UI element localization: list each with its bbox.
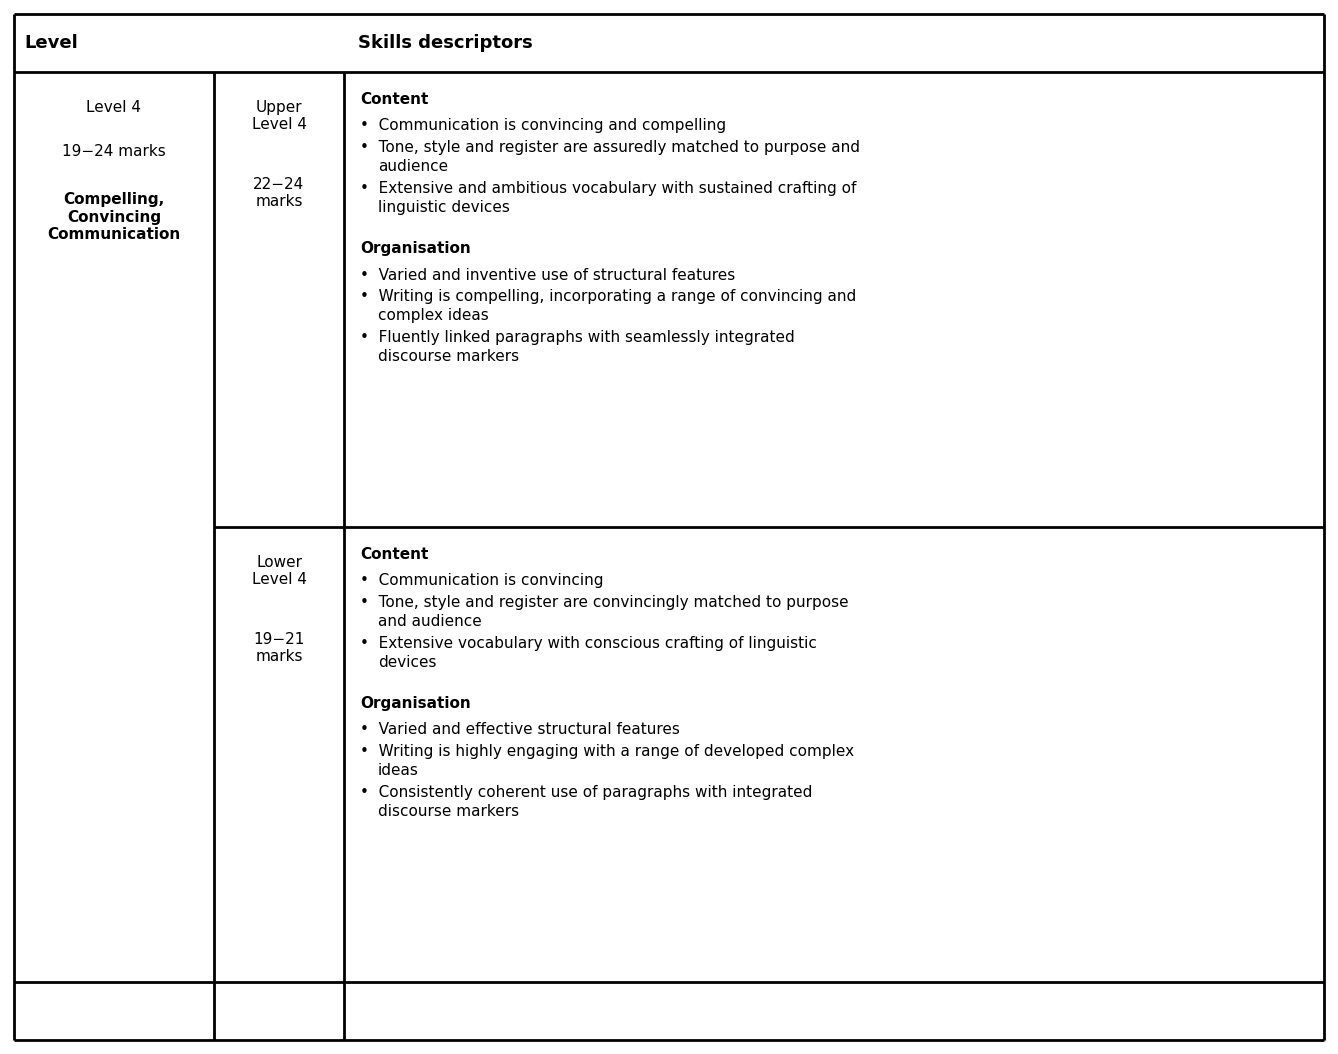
Text: Content: Content — [360, 547, 428, 562]
Text: 22−24
marks: 22−24 marks — [253, 177, 305, 210]
Text: audience: audience — [379, 159, 448, 174]
Text: Compelling,
Convincing
Communication: Compelling, Convincing Communication — [47, 193, 181, 242]
Text: Organisation: Organisation — [360, 241, 471, 256]
Text: Lower
Level 4: Lower Level 4 — [252, 555, 306, 587]
Text: Skills descriptors: Skills descriptors — [359, 34, 533, 52]
Text: •  Writing is compelling, incorporating a range of convincing and: • Writing is compelling, incorporating a… — [360, 289, 856, 304]
Text: Level 4: Level 4 — [87, 100, 142, 115]
Text: discourse markers: discourse markers — [379, 804, 519, 819]
Text: •  Writing is highly engaging with a range of developed complex: • Writing is highly engaging with a rang… — [360, 744, 854, 759]
Text: and audience: and audience — [379, 614, 482, 629]
Text: •  Varied and effective structural features: • Varied and effective structural featur… — [360, 722, 680, 738]
Text: •  Tone, style and register are convincingly matched to purpose: • Tone, style and register are convincin… — [360, 594, 848, 610]
Text: 19−21
marks: 19−21 marks — [253, 632, 305, 664]
Text: •  Consistently coherent use of paragraphs with integrated: • Consistently coherent use of paragraph… — [360, 785, 812, 800]
Text: •  Varied and inventive use of structural features: • Varied and inventive use of structural… — [360, 268, 736, 282]
Text: 19−24 marks: 19−24 marks — [62, 144, 166, 159]
Text: ideas: ideas — [379, 763, 419, 779]
Text: Content: Content — [360, 92, 428, 108]
Text: Upper
Level 4: Upper Level 4 — [252, 100, 306, 133]
Text: •  Fluently linked paragraphs with seamlessly integrated: • Fluently linked paragraphs with seamle… — [360, 330, 795, 345]
Text: Level: Level — [24, 34, 78, 52]
Text: •  Extensive vocabulary with conscious crafting of linguistic: • Extensive vocabulary with conscious cr… — [360, 636, 818, 650]
Text: •  Tone, style and register are assuredly matched to purpose and: • Tone, style and register are assuredly… — [360, 140, 860, 155]
Text: •  Extensive and ambitious vocabulary with sustained crafting of: • Extensive and ambitious vocabulary wit… — [360, 180, 856, 196]
Text: complex ideas: complex ideas — [379, 309, 488, 324]
Text: •  Communication is convincing and compelling: • Communication is convincing and compel… — [360, 118, 727, 133]
Text: Organisation: Organisation — [360, 697, 471, 711]
Text: devices: devices — [379, 656, 436, 670]
Text: •  Communication is convincing: • Communication is convincing — [360, 573, 603, 588]
Text: linguistic devices: linguistic devices — [379, 200, 510, 215]
Text: discourse markers: discourse markers — [379, 349, 519, 365]
